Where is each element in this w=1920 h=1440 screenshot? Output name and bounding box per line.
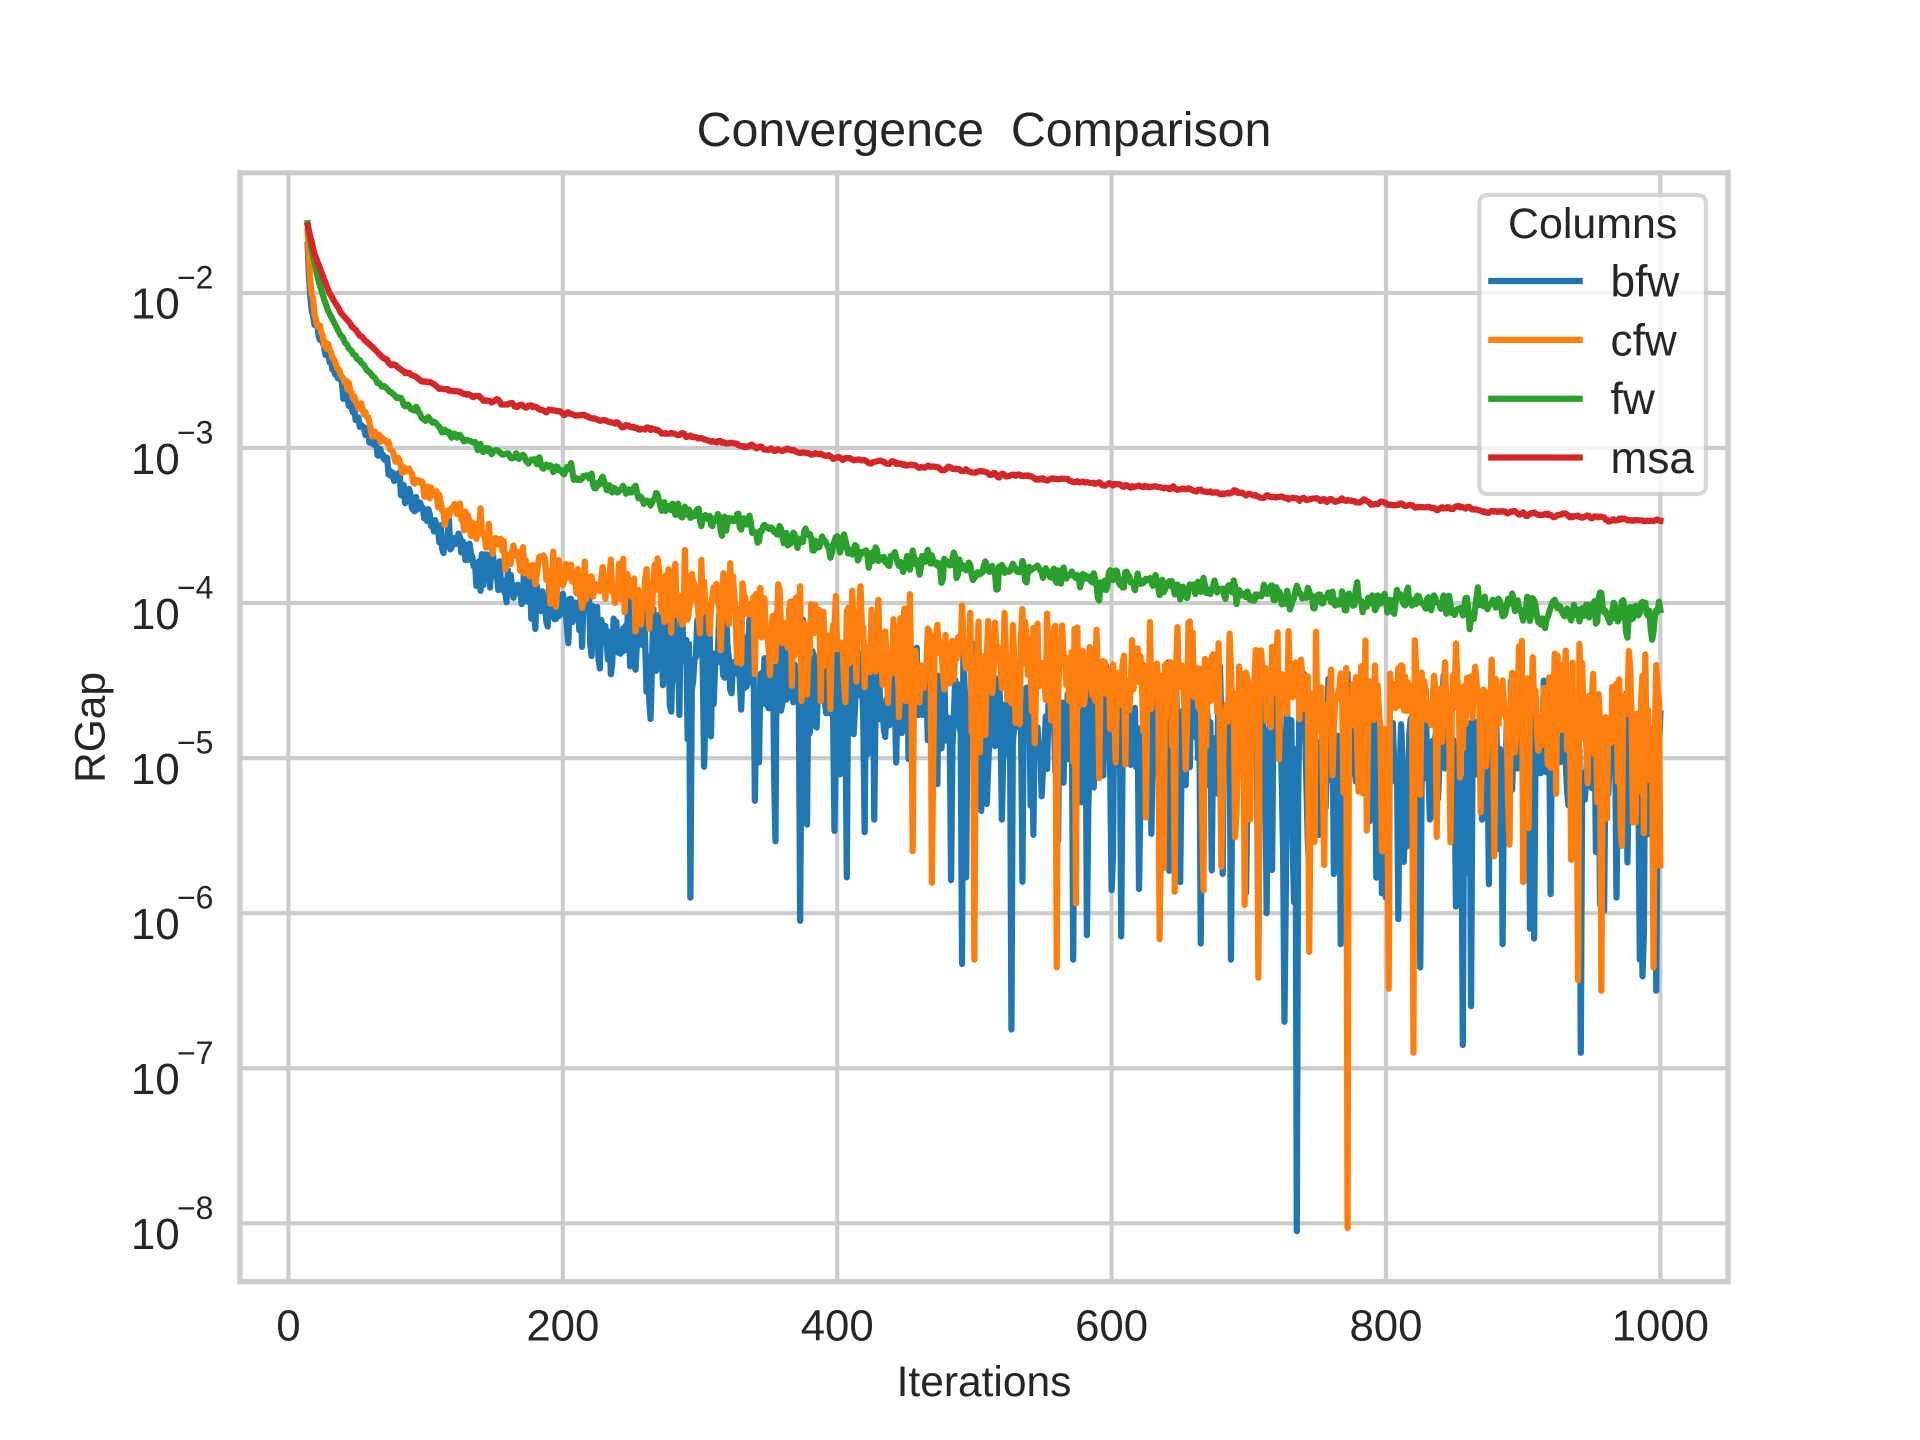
svg-text:−6: −6 — [177, 880, 213, 916]
svg-text:10: 10 — [131, 590, 180, 639]
svg-text:cfw: cfw — [1611, 316, 1677, 365]
svg-text:10: 10 — [131, 1210, 180, 1259]
svg-text:800: 800 — [1349, 1302, 1422, 1351]
svg-text:−5: −5 — [177, 725, 213, 761]
svg-text:10: 10 — [131, 745, 180, 794]
svg-text:Iterations: Iterations — [897, 1359, 1072, 1406]
svg-text:10: 10 — [131, 280, 180, 329]
svg-text:10: 10 — [131, 435, 180, 484]
svg-text:400: 400 — [801, 1302, 874, 1351]
svg-text:−2: −2 — [177, 259, 213, 295]
svg-text:600: 600 — [1075, 1302, 1148, 1351]
svg-text:−7: −7 — [177, 1035, 213, 1071]
svg-text:bfw: bfw — [1611, 257, 1680, 306]
svg-text:RGap: RGap — [68, 672, 115, 783]
svg-text:10: 10 — [131, 1055, 180, 1104]
svg-text:fw: fw — [1611, 375, 1655, 424]
svg-text:−8: −8 — [177, 1190, 213, 1226]
svg-text:−3: −3 — [177, 414, 213, 450]
svg-text:200: 200 — [526, 1302, 599, 1351]
svg-text:Convergence Comparison: Convergence Comparison — [697, 103, 1272, 157]
svg-text:1000: 1000 — [1612, 1302, 1709, 1351]
svg-text:−4: −4 — [177, 570, 213, 606]
svg-text:0: 0 — [276, 1302, 300, 1351]
svg-text:msa: msa — [1611, 434, 1695, 483]
svg-text:Columns: Columns — [1508, 200, 1677, 248]
svg-text:10: 10 — [131, 900, 180, 949]
